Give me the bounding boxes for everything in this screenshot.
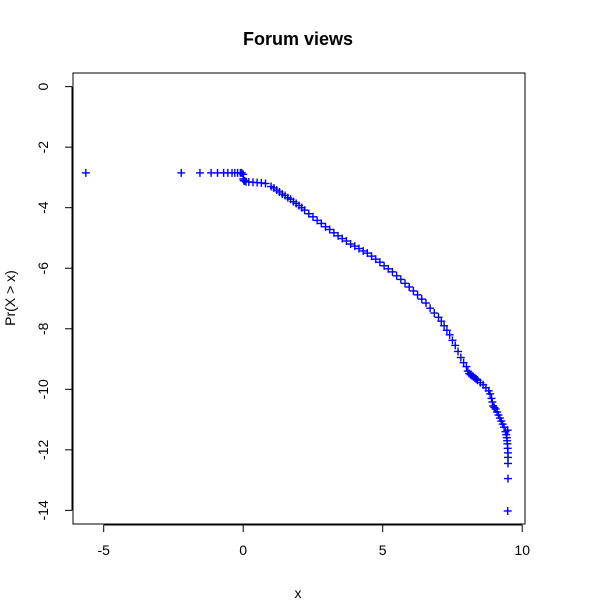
data-point <box>437 317 446 326</box>
plot-frame <box>72 72 526 525</box>
y-axis: 0 -2 -4 -6 -8 -10 -12 -14 <box>35 83 73 520</box>
data-point <box>338 234 347 243</box>
data-point <box>388 267 397 276</box>
data-point <box>392 271 401 280</box>
data-point <box>417 295 426 304</box>
data-point <box>442 326 451 335</box>
data-point <box>300 206 309 215</box>
y-axis-label: Pr(X > x) <box>2 270 18 326</box>
data-point <box>81 168 90 177</box>
data-point <box>440 321 449 330</box>
data-point <box>490 403 499 412</box>
data-point <box>421 299 430 308</box>
data-point <box>261 179 270 188</box>
y-tick-label: -8 <box>35 322 51 335</box>
data-point <box>430 309 439 318</box>
data-point <box>371 255 380 264</box>
data-point <box>329 228 338 237</box>
data-point <box>487 394 496 403</box>
data-point <box>334 231 343 240</box>
data-point <box>405 282 414 291</box>
y-tick-label: -12 <box>35 440 51 460</box>
data-point <box>313 216 322 225</box>
data-point <box>363 249 372 258</box>
data-point <box>503 506 512 515</box>
x-tick-label: 0 <box>239 542 247 558</box>
data-point <box>413 290 422 299</box>
y-tick-label: -6 <box>35 262 51 275</box>
data-point <box>486 389 495 398</box>
y-tick-label: -4 <box>35 201 51 214</box>
chart-title: Forum views <box>243 29 353 49</box>
x-axis-label: x <box>295 585 302 600</box>
data-point <box>503 459 512 468</box>
data-point <box>177 168 186 177</box>
y-tick-label: 0 <box>35 83 51 91</box>
y-tick-label: -10 <box>35 379 51 399</box>
data-point <box>454 347 463 356</box>
data-point <box>308 212 317 221</box>
x-tick-label: 5 <box>379 542 387 558</box>
data-point <box>359 246 368 255</box>
data-point <box>488 398 497 407</box>
y-tick-label: -2 <box>35 141 51 154</box>
data-point <box>451 341 460 350</box>
data-point <box>304 209 313 218</box>
data-point <box>503 426 512 435</box>
data-point <box>426 304 435 313</box>
x-axis: -5 0 5 10 <box>97 524 530 558</box>
data-point <box>342 236 351 245</box>
x-tick-label: -5 <box>97 542 110 558</box>
data-point <box>448 336 457 345</box>
y-tick-label: -14 <box>35 500 51 520</box>
data-point <box>354 244 363 253</box>
data-point <box>396 275 405 284</box>
data-point <box>503 474 512 483</box>
data-point <box>195 168 204 177</box>
data-points <box>81 168 512 515</box>
data-point <box>384 264 393 273</box>
data-point <box>350 242 359 251</box>
data-point <box>380 261 389 270</box>
data-point <box>456 353 465 362</box>
data-point <box>472 375 481 384</box>
data-point <box>401 279 410 288</box>
data-point <box>375 258 384 267</box>
data-point <box>445 330 454 339</box>
data-point <box>462 362 471 371</box>
x-tick-label: 10 <box>514 542 530 558</box>
data-point <box>346 240 355 249</box>
data-point <box>321 222 330 231</box>
data-point <box>409 286 418 295</box>
data-point <box>317 219 326 228</box>
data-point <box>325 225 334 234</box>
data-point <box>237 168 246 177</box>
data-point <box>367 252 376 261</box>
